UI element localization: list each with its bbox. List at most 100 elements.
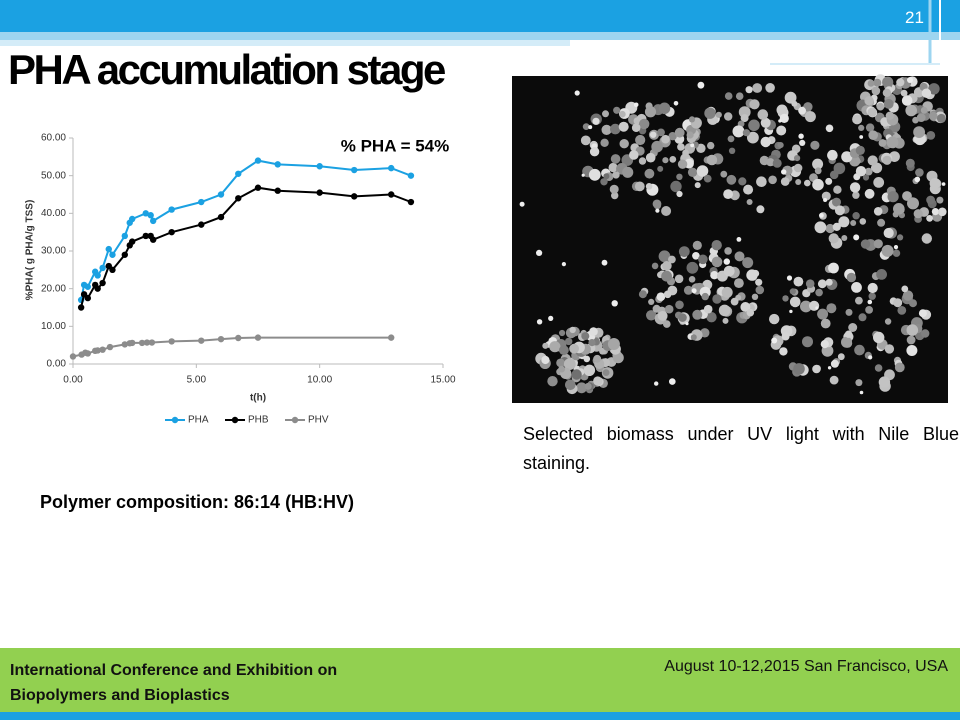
cell bbox=[638, 290, 647, 299]
cell bbox=[832, 222, 841, 231]
cell bbox=[715, 111, 722, 118]
cell bbox=[749, 99, 760, 110]
cell bbox=[589, 327, 598, 336]
cell bbox=[829, 375, 839, 385]
footer-right: August 10-12,2015 San Francisco, USA bbox=[664, 658, 948, 675]
cell bbox=[865, 123, 875, 132]
cell bbox=[795, 179, 802, 185]
cell bbox=[812, 158, 824, 170]
cell bbox=[541, 355, 550, 365]
cell bbox=[676, 190, 683, 198]
cell bbox=[819, 213, 824, 218]
cell bbox=[600, 138, 609, 147]
cell bbox=[798, 106, 806, 115]
cell bbox=[860, 239, 871, 249]
cell bbox=[683, 285, 693, 295]
cell bbox=[745, 86, 753, 94]
cell bbox=[692, 240, 702, 250]
cell bbox=[519, 201, 525, 207]
cell bbox=[542, 342, 549, 349]
cell bbox=[690, 143, 695, 148]
cell bbox=[549, 341, 561, 353]
cell bbox=[834, 205, 845, 216]
cell bbox=[569, 343, 579, 354]
cell bbox=[757, 109, 769, 120]
cell bbox=[873, 177, 885, 188]
composition: Polymer composition: 86:14 (HB:HV) bbox=[40, 492, 355, 512]
cell bbox=[867, 107, 877, 117]
cell bbox=[727, 135, 735, 143]
cell bbox=[674, 274, 684, 284]
cell bbox=[859, 135, 864, 139]
cell bbox=[690, 334, 697, 341]
cell bbox=[646, 310, 657, 321]
cell bbox=[760, 136, 771, 148]
cell bbox=[893, 245, 899, 250]
cell bbox=[565, 379, 576, 391]
cell bbox=[655, 208, 660, 213]
legend-marker bbox=[291, 416, 299, 424]
x-axis-label: t(h) bbox=[250, 393, 266, 404]
cell bbox=[868, 292, 876, 300]
cell bbox=[652, 199, 662, 209]
cell bbox=[876, 269, 887, 280]
cell bbox=[848, 323, 858, 332]
cell bbox=[781, 169, 787, 175]
cell bbox=[825, 177, 833, 185]
cell bbox=[776, 125, 787, 136]
x-tick-label: 0.00 bbox=[63, 375, 83, 386]
cell bbox=[609, 184, 619, 194]
cell bbox=[730, 297, 739, 306]
data-point bbox=[217, 213, 225, 221]
cell bbox=[858, 124, 865, 131]
cell bbox=[644, 106, 657, 118]
data-point bbox=[274, 187, 281, 194]
cell bbox=[826, 303, 837, 314]
cell bbox=[703, 174, 712, 183]
cell bbox=[663, 320, 671, 328]
data-point bbox=[149, 236, 157, 243]
cell bbox=[638, 157, 647, 165]
data-point bbox=[407, 198, 415, 206]
cell bbox=[561, 262, 567, 267]
data-point bbox=[99, 279, 106, 287]
cell bbox=[668, 255, 676, 264]
cell bbox=[825, 278, 833, 286]
data-point bbox=[198, 221, 205, 228]
cell bbox=[768, 175, 777, 185]
data-point bbox=[105, 245, 112, 253]
cell bbox=[675, 300, 684, 310]
annotation: % PHA = 54% bbox=[341, 136, 450, 155]
cell bbox=[779, 347, 788, 356]
cell bbox=[900, 89, 908, 97]
legend-marker bbox=[171, 416, 179, 424]
cell bbox=[921, 88, 932, 98]
cell bbox=[686, 261, 699, 274]
cell bbox=[563, 358, 576, 370]
cell bbox=[909, 299, 917, 308]
cell bbox=[726, 174, 737, 185]
cell bbox=[728, 147, 736, 154]
cell bbox=[610, 154, 621, 164]
cell bbox=[868, 355, 873, 360]
data-point bbox=[84, 294, 92, 302]
cell bbox=[859, 390, 864, 395]
cell bbox=[825, 223, 835, 234]
cell bbox=[734, 278, 744, 288]
cell bbox=[656, 292, 666, 302]
cell bbox=[812, 178, 824, 191]
cell bbox=[886, 136, 899, 149]
cell bbox=[556, 358, 565, 368]
cell bbox=[756, 176, 767, 187]
cell bbox=[789, 309, 793, 314]
cell bbox=[851, 282, 862, 293]
cell bbox=[619, 110, 626, 118]
data-point bbox=[407, 172, 415, 179]
cell bbox=[662, 157, 669, 164]
data-point bbox=[254, 157, 262, 164]
cell bbox=[926, 195, 935, 205]
cell bbox=[704, 107, 716, 119]
data-point bbox=[106, 343, 114, 351]
cell bbox=[688, 116, 696, 123]
cell bbox=[706, 154, 718, 166]
